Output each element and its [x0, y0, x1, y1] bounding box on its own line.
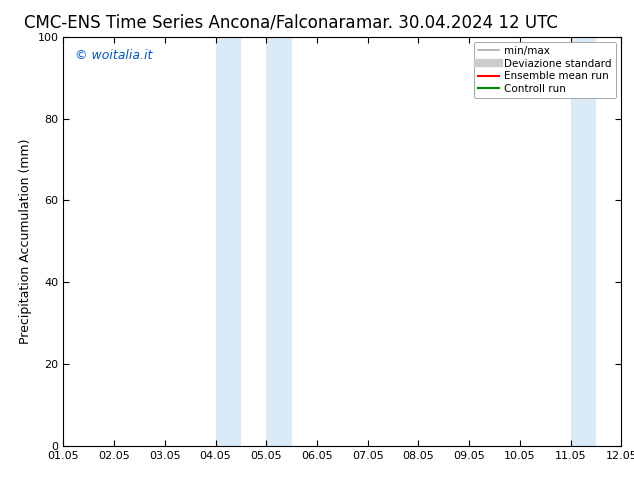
Text: mar. 30.04.2024 12 UTC: mar. 30.04.2024 12 UTC — [356, 14, 557, 32]
Y-axis label: Precipitation Accumulation (mm): Precipitation Accumulation (mm) — [19, 139, 32, 344]
Text: CMC-ENS Time Series Ancona/Falconara: CMC-ENS Time Series Ancona/Falconara — [25, 14, 356, 32]
Legend: min/max, Deviazione standard, Ensemble mean run, Controll run: min/max, Deviazione standard, Ensemble m… — [474, 42, 616, 98]
Bar — [266, 37, 292, 446]
Bar — [216, 37, 241, 446]
Bar — [571, 37, 596, 446]
Text: © woitalia.it: © woitalia.it — [75, 49, 152, 62]
Bar — [621, 37, 634, 446]
